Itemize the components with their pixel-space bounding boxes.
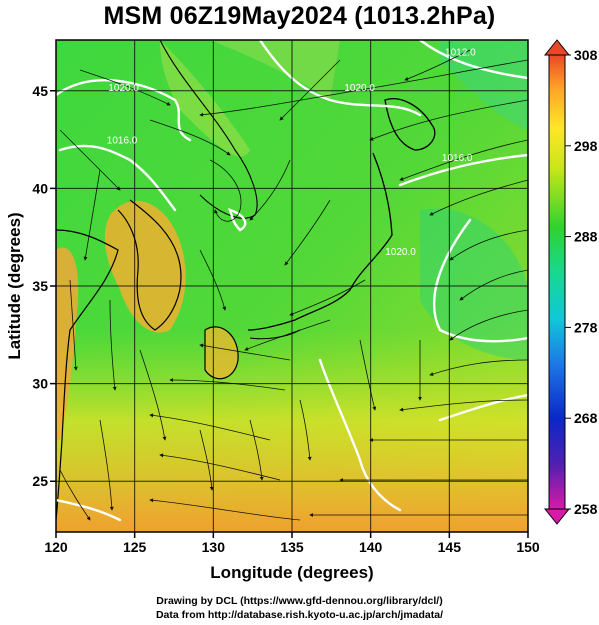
y-tick-label: 45 bbox=[32, 83, 48, 99]
colorbar-tick-label: 308 bbox=[574, 47, 598, 63]
x-tick-label: 120 bbox=[44, 539, 68, 555]
colorbar-tick-label: 258 bbox=[574, 501, 598, 517]
x-tick-label: 125 bbox=[123, 539, 147, 555]
isobar-labels: 1012.0 1016.0 1020.0 1020.0 1016.0 1020.0 bbox=[107, 48, 476, 258]
isobar-label: 1020.0 bbox=[385, 247, 416, 258]
isobar-label: 1020.0 bbox=[108, 83, 139, 94]
x-tick-label: 135 bbox=[280, 539, 304, 555]
colorbar-tick-label: 278 bbox=[574, 319, 598, 335]
x-tick-label: 150 bbox=[516, 539, 540, 555]
x-axis-ticks: 120 125 130 135 140 145 150 bbox=[44, 532, 540, 555]
colorbar-tick-label: 288 bbox=[574, 229, 598, 245]
y-axis-label: Latitude (degrees) bbox=[5, 212, 24, 359]
x-axis-label: Longitude (degrees) bbox=[210, 563, 373, 582]
x-tick-label: 145 bbox=[438, 539, 462, 555]
isobar-label: 1020.0 bbox=[344, 83, 375, 94]
y-tick-label: 30 bbox=[32, 376, 48, 392]
colorbar-upper-arrow bbox=[543, 39, 571, 56]
colorbar: 258 268 278 288 298 308 bbox=[543, 39, 598, 525]
y-tick-label: 40 bbox=[32, 180, 48, 196]
credit-drawing: Drawing by DCL (https://www.gfd-dennou.o… bbox=[156, 595, 443, 607]
isobar-label: 1016.0 bbox=[442, 153, 473, 164]
colorbar-lower-arrow bbox=[543, 508, 571, 525]
y-tick-label: 25 bbox=[32, 473, 48, 489]
credit-data: Data from http://database.rish.kyoto-u.a… bbox=[155, 609, 444, 621]
grid-lines bbox=[56, 40, 528, 532]
x-tick-label: 140 bbox=[359, 539, 383, 555]
credits: Drawing by DCL (https://www.gfd-dennou.o… bbox=[0, 594, 599, 622]
temperature-field: 1012.0 1016.0 1020.0 1020.0 1016.0 1020.0 bbox=[56, 40, 528, 532]
map-title: MSM 06Z19May2024 (1013.2hPa) bbox=[103, 2, 496, 30]
y-axis-ticks: 25 30 35 40 45 bbox=[32, 83, 56, 489]
isobar-label: 1016.0 bbox=[107, 135, 138, 146]
colorbar-tick-label: 298 bbox=[574, 138, 598, 154]
colorbar-tick-label: 268 bbox=[574, 410, 598, 426]
x-tick-label: 130 bbox=[202, 539, 226, 555]
y-tick-label: 35 bbox=[32, 278, 48, 294]
isobar-label: 1012.0 bbox=[445, 48, 476, 59]
